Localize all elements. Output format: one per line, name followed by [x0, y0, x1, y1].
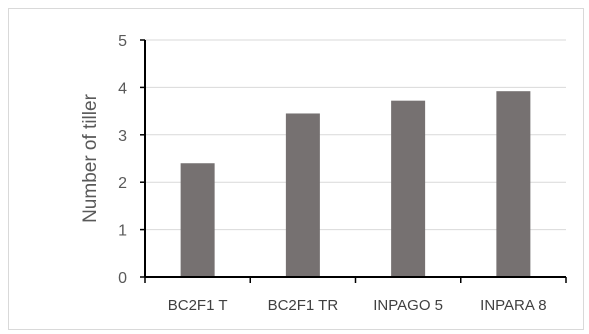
x-tick-labels: BC2F1 T BC2F1 TR INPAGO 5 INPARA 8: [168, 297, 547, 314]
gridlines: [145, 39, 566, 231]
y-tick-label-1: 1: [118, 223, 127, 240]
x-tick-label-1: BC2F1 TR: [268, 297, 339, 314]
y-tick-label-3: 3: [118, 128, 127, 145]
x-tick-label-2: INPAGO 5: [373, 297, 443, 314]
y-tick-label-5: 5: [118, 33, 127, 50]
y-tick-label-2: 2: [118, 175, 127, 192]
y-tick-labels: 0 1 2 3 4 5: [118, 33, 127, 287]
x-tick-label-3: INPARA 8: [480, 297, 546, 314]
y-tick-label-4: 4: [118, 80, 127, 97]
bar-bc2f1-t: [180, 163, 215, 277]
y-tick-label-0: 0: [118, 270, 127, 287]
x-tick-label-0: BC2F1 T: [168, 297, 228, 314]
bars: [180, 91, 531, 277]
y-axis-title: Number of tiller: [80, 93, 101, 222]
bar-inpago-5: [391, 100, 426, 277]
axes: [140, 39, 567, 283]
bar-inpara-8: [496, 91, 531, 277]
bar-bc2f1-tr: [285, 113, 320, 277]
